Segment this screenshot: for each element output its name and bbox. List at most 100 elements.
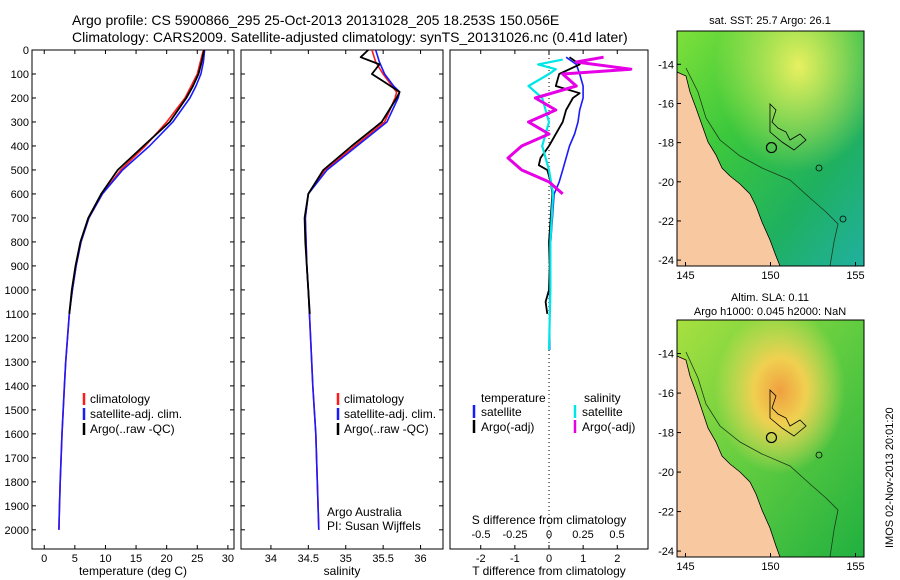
map-y-tick-label: -24 [658, 255, 674, 267]
figure-title-line2: Climatology: CARS2009. Satellite-adjuste… [72, 29, 628, 45]
x-tick-label-top: 0.5 [609, 529, 624, 541]
x-tick-label: 34.5 [298, 553, 319, 565]
sla-reef-outline [769, 389, 807, 437]
depth-tick-label: 0 [23, 45, 29, 57]
salinity-plot-frame [240, 49, 444, 550]
x-tick-label-top: -0.25 [502, 529, 527, 541]
x-tick-label: 2 [614, 553, 620, 565]
depth-tick-label: 800 [11, 237, 29, 249]
sst-shelf-contour [685, 67, 839, 267]
legend-label-argo: Argo(..raw -QC) [90, 422, 175, 436]
x-tick-label-top: -0.5 [472, 529, 491, 541]
depth-tick-label: 500 [11, 165, 29, 177]
map-y-tick-label: -20 [658, 467, 674, 479]
legend-label-temp-argo: Argo(-adj) [481, 420, 534, 434]
map-x-tick-label: 145 [676, 270, 694, 282]
difference-panel: -2 -1 0 1 2 -0.5 -0.25 0 0.25 0.5 T difference fr… [449, 49, 649, 578]
series-line-argo-raw-qc- [68, 49, 205, 314]
legend-header-temperature: temperature [481, 391, 546, 405]
sla-shelf-contour [685, 351, 839, 558]
legend-label-satellite: satellite-adj. clim. [90, 407, 182, 421]
legend-label-sal-argo: Argo(-adj) [582, 420, 635, 434]
temperature-plot-frame [31, 49, 235, 550]
x-tick-label: 25 [191, 553, 203, 565]
credit-line2: PI: Susan Wijffels [327, 519, 421, 533]
series-line-argo-raw-qc- [303, 49, 401, 314]
map-x-tick-label: 155 [846, 270, 864, 282]
map-x-tick-label: 145 [676, 561, 694, 573]
sla-map-title-line2: Argo h1000: 0.045 h2000: NaN [694, 306, 846, 318]
depth-tick-label: 1400 [5, 381, 29, 393]
salinity-legend: climatology satellite-adj. clim. Argo(..… [336, 392, 436, 436]
x-tick-label-top: 0.25 [572, 529, 593, 541]
series-line-satellite-adj-clim- [58, 49, 206, 530]
map-y-tick-label: -20 [658, 177, 674, 189]
x-tick-label: 20 [161, 553, 173, 565]
depth-tick-label: 2000 [5, 525, 29, 537]
difference-axis: -2 -1 0 1 2 -0.5 -0.25 0 0.25 0.5 [472, 50, 625, 565]
legend-label-argo: Argo(..raw -QC) [344, 422, 429, 436]
map-y-tick-label: -24 [658, 546, 674, 558]
depth-tick-label: 1000 [5, 285, 29, 297]
depth-tick-label: 1500 [5, 405, 29, 417]
sst-reef-dot [815, 164, 823, 172]
temperature-legend: climatology satellite-adj. clim. Argo(..… [82, 392, 182, 436]
legend-label-climatology: climatology [344, 392, 404, 406]
map-x-tick-label: 150 [761, 270, 779, 282]
figure-title-line1: Argo profile: CS 5900866_295 25-Oct-2013… [72, 12, 559, 28]
legend-label-satellite: satellite-adj. clim. [344, 407, 436, 421]
sst-reef-outline [769, 103, 807, 151]
temperature-lines [58, 49, 206, 530]
difference-xlabel: T difference from climatology [472, 564, 626, 578]
depth-tick-label: 200 [11, 93, 29, 105]
temperature-panel: 0100200300400500600700800900100011001200… [5, 45, 235, 578]
legend-label-climatology: climatology [90, 392, 150, 406]
depth-tick-label: 600 [11, 189, 29, 201]
x-tick-label: 35 [340, 553, 352, 565]
temperature-axis: 0 5 10 15 20 25 30 [41, 50, 234, 565]
depth-tick-label: 1600 [5, 429, 29, 441]
series-line-temperature-satellite [548, 56, 584, 350]
map-y-tick-label: -18 [658, 138, 674, 150]
sst-map: sat. SST: 25.7 Argo: 26.1 145 150 155 -14 -1… [658, 15, 865, 282]
series-line-climatology [304, 49, 398, 530]
depth-tick-label: 100 [11, 69, 29, 81]
x-tick-label: 0 [546, 553, 552, 565]
sst-map-axes: 145 150 155 -14 -16 -18 -20 -22 -24 [658, 59, 865, 282]
salinity-panel: 34 34.5 35 35.5 36 salinity climatology sate… [240, 49, 444, 578]
x-tick-label: 0 [41, 553, 47, 565]
x-tick-label: 35.5 [372, 553, 393, 565]
credit-line1: Argo Australia [327, 505, 402, 519]
salinity-depth-ticks [241, 49, 443, 531]
sla-argo-marker [765, 431, 778, 444]
depth-tick-label: 900 [11, 261, 29, 273]
series-line-climatology [58, 49, 205, 530]
legend-label-sal-satellite: satellite [582, 405, 623, 419]
depth-tick-label: 1900 [5, 501, 29, 513]
map-y-tick-label: -16 [658, 98, 674, 110]
depth-tick-label: 1800 [5, 477, 29, 489]
difference-xlabel-top: S difference from climatology [472, 513, 627, 527]
legend-header-salinity: salinity [584, 391, 621, 405]
sla-reef-dot [815, 451, 823, 459]
sst-reef-dot [839, 215, 847, 223]
sst-map-title: sat. SST: 25.7 Argo: 26.1 [709, 15, 831, 27]
map-y-tick-label: -14 [658, 349, 674, 361]
x-tick-label: 30 [222, 553, 234, 565]
salinity-axis: 34 34.5 35 35.5 36 [265, 50, 427, 565]
map-x-tick-label: 155 [846, 561, 864, 573]
depth-tick-label: 1200 [5, 333, 29, 345]
sla-map-title-line1: Altim. SLA: 0.11 [731, 292, 809, 304]
sst-land [676, 71, 781, 267]
x-tick-label: 5 [72, 553, 78, 565]
depth-tick-label: 1100 [5, 309, 29, 321]
x-tick-label: 1 [580, 553, 586, 565]
temperature-xlabel: temperature (deg C) [79, 564, 187, 578]
salinity-lines [303, 49, 401, 530]
map-y-tick-label: -14 [658, 59, 674, 71]
difference-lines [506, 55, 633, 350]
map-y-tick-label: -16 [658, 388, 674, 400]
x-tick-label: -2 [476, 553, 486, 565]
map-y-tick-label: -22 [658, 216, 674, 228]
